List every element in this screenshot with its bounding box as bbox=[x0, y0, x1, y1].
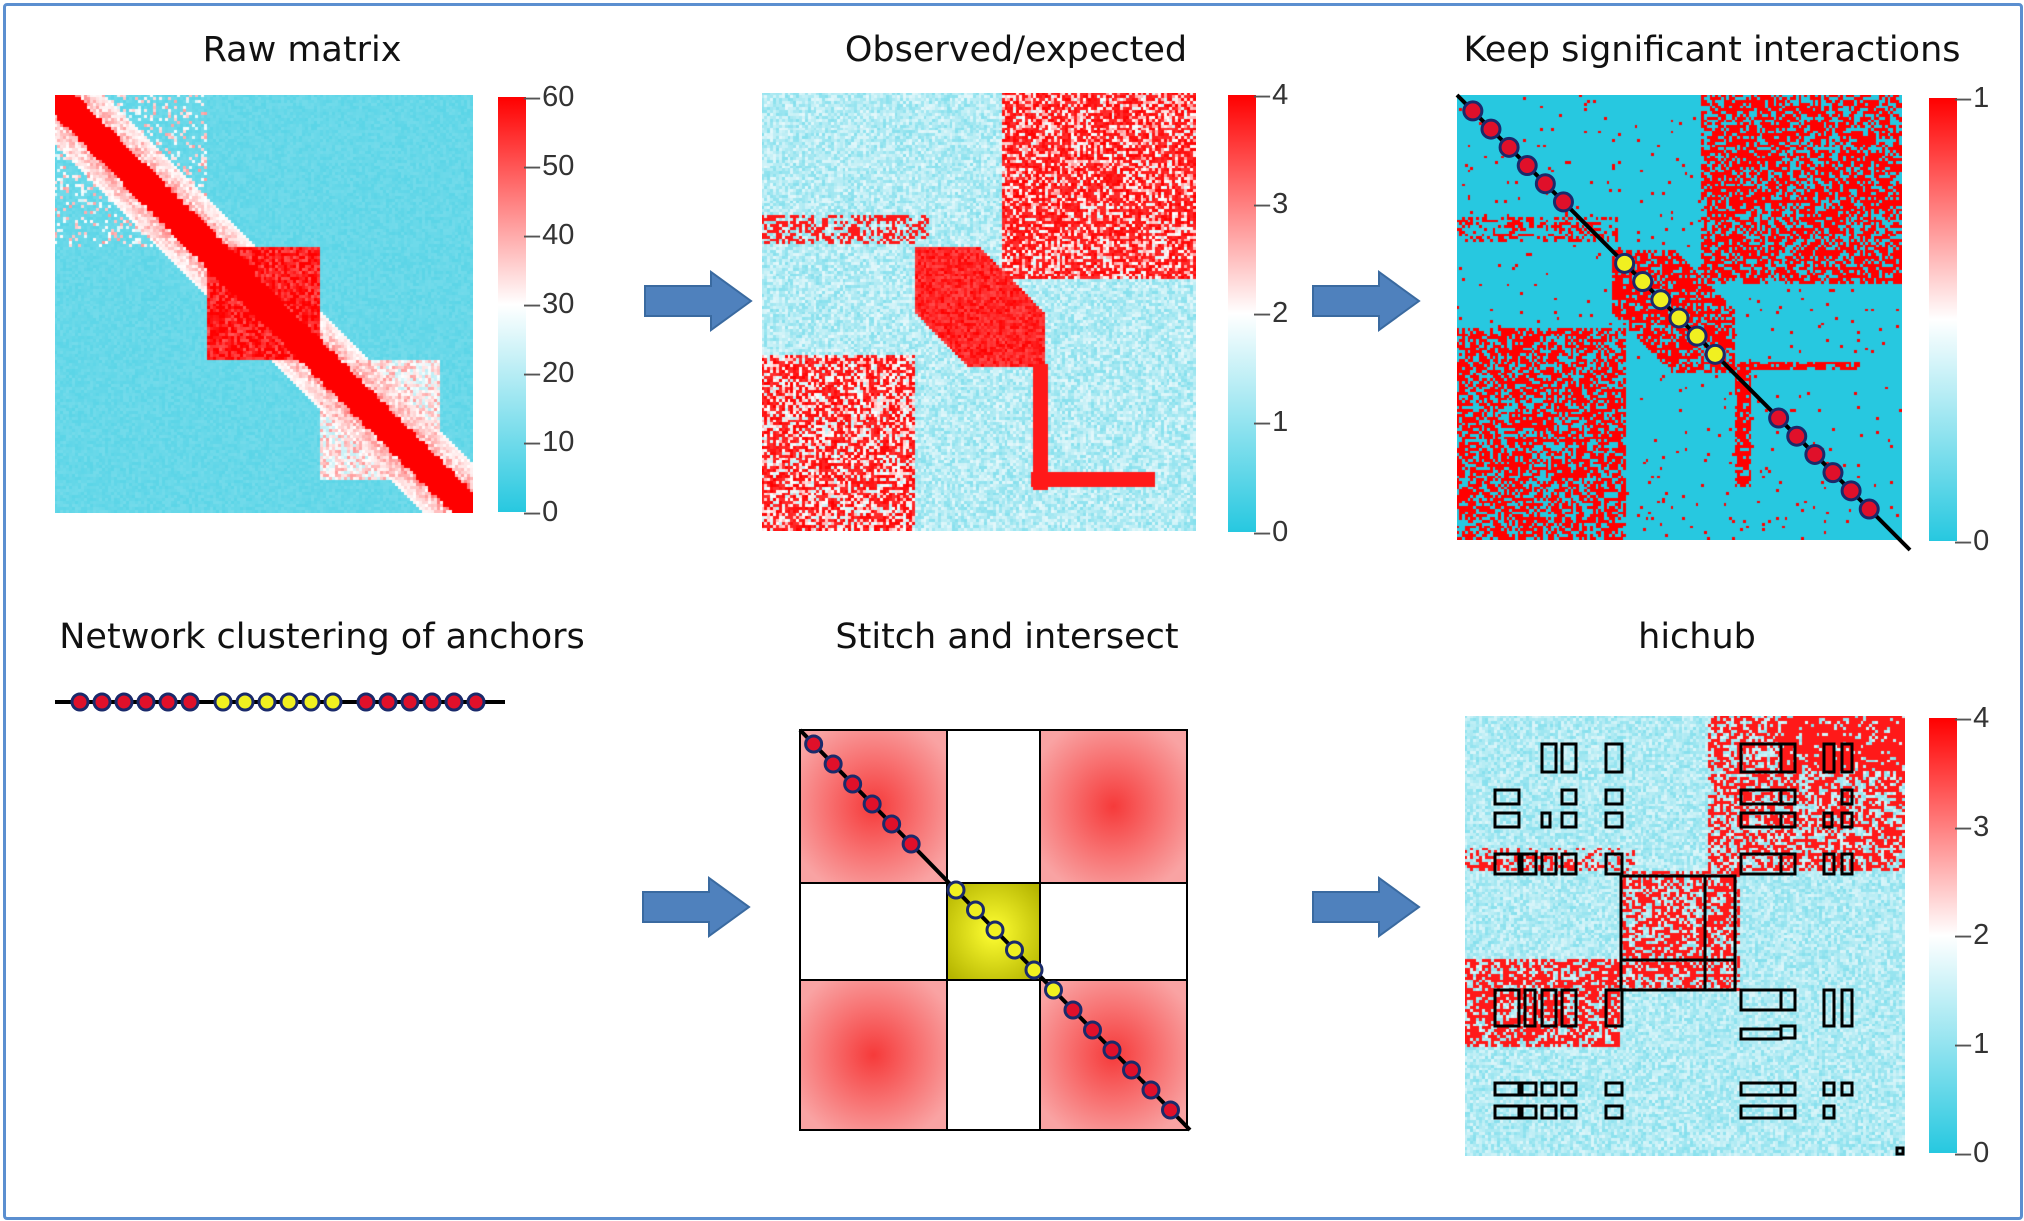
raw-tick-50: 50 bbox=[524, 151, 574, 181]
significant-interactions-heatmap bbox=[1457, 95, 1902, 540]
raw-tick-30: 30 bbox=[524, 289, 574, 319]
hichub-tick-3: 3 bbox=[1955, 812, 1989, 842]
hichub-heatmap bbox=[1465, 716, 1905, 1156]
raw-tick-10: 10 bbox=[524, 427, 574, 457]
hichub-colorbar bbox=[1929, 718, 1957, 1153]
hichub-title: hichub bbox=[1638, 617, 1756, 657]
hichub-tick-0: 0 bbox=[1955, 1138, 1989, 1168]
observed-expected-heatmap bbox=[762, 93, 1196, 531]
significant-interactions-title: Keep significant interactions bbox=[1463, 30, 1961, 70]
network-clustering-title: Network clustering of anchors bbox=[59, 617, 585, 657]
oe-tick-4: 4 bbox=[1254, 80, 1288, 110]
hichub-tick-1: 1 bbox=[1955, 1029, 1989, 1059]
raw-tick-20: 20 bbox=[524, 358, 574, 388]
sig-tick-0: 0 bbox=[1955, 526, 1989, 556]
raw-matrix-title: Raw matrix bbox=[202, 30, 402, 70]
arrow-right-icon bbox=[1312, 270, 1421, 332]
raw-matrix-heatmap bbox=[55, 95, 473, 513]
oe-tick-3: 3 bbox=[1254, 189, 1288, 219]
stitch-intersect-title: Stitch and intersect bbox=[835, 617, 1179, 657]
hichub-tick-2: 2 bbox=[1955, 920, 1989, 950]
oe-tick-2: 2 bbox=[1254, 298, 1288, 328]
figure-frame bbox=[3, 3, 2023, 1220]
raw-colorbar bbox=[498, 97, 526, 512]
raw-tick-40: 40 bbox=[524, 220, 574, 250]
raw-tick-0: 0 bbox=[524, 497, 558, 527]
sig-colorbar bbox=[1929, 98, 1957, 541]
oe-tick-1: 1 bbox=[1254, 407, 1288, 437]
arrow-right-icon bbox=[644, 270, 753, 332]
hichub-tick-4: 4 bbox=[1955, 703, 1989, 733]
arrow-right-icon bbox=[642, 876, 751, 938]
arrow-right-icon bbox=[1312, 876, 1421, 938]
oe-colorbar bbox=[1228, 95, 1256, 532]
raw-tick-60: 60 bbox=[524, 82, 574, 112]
oe-tick-0: 0 bbox=[1254, 517, 1288, 547]
sig-tick-1: 1 bbox=[1955, 83, 1989, 113]
observed-expected-title: Observed/expected bbox=[844, 30, 1188, 70]
